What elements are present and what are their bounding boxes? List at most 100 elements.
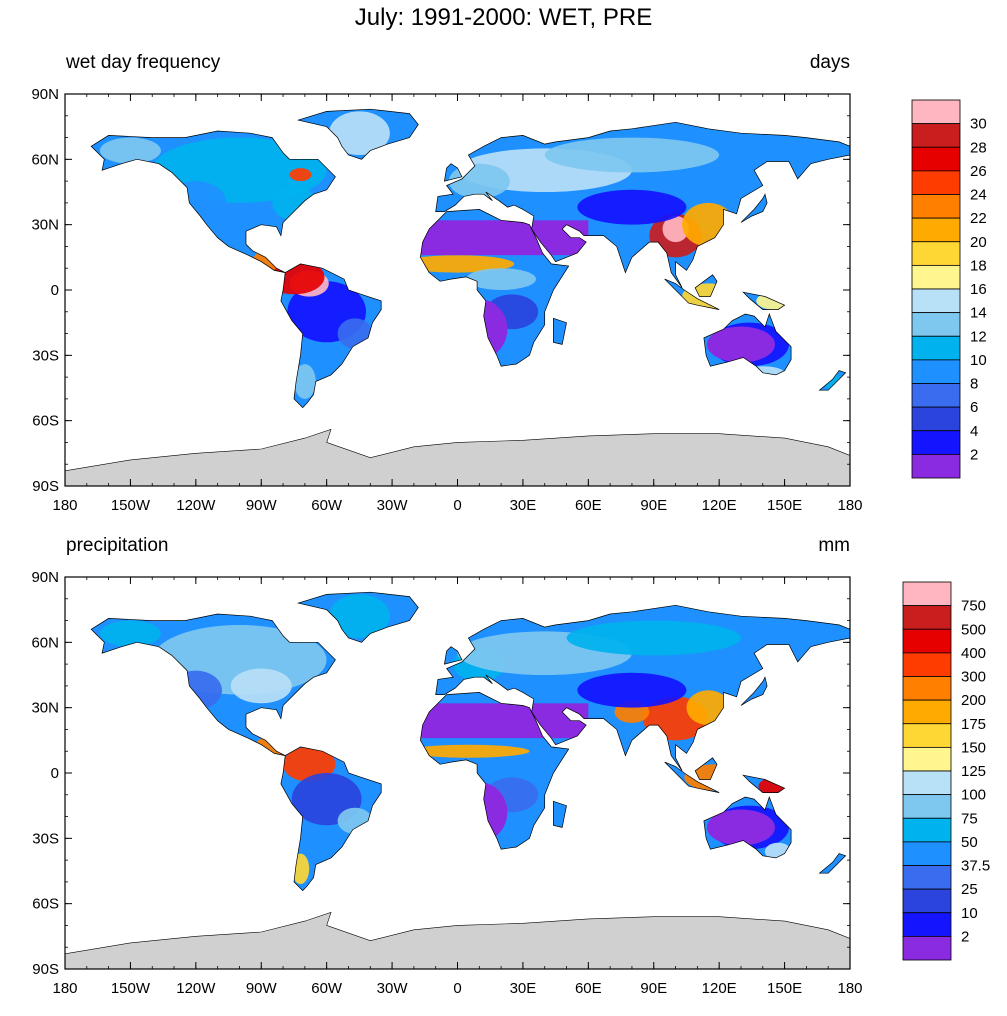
colorbar-swatch: [902, 605, 952, 630]
lon-label: 60W: [311, 497, 343, 514]
value-region: [99, 137, 161, 164]
coastline-japan: [740, 676, 768, 706]
colorbar-swatch: [911, 241, 961, 266]
colorbar-label: 4: [970, 423, 978, 440]
lat-label: 60S: [32, 896, 59, 913]
value-region: [230, 668, 292, 704]
colorbar-swatch: [902, 794, 952, 819]
colorbar-swatch: [911, 99, 961, 125]
colorbar-2: 750 500 400 300 200 175 150 125 100 75 50 37.5 25 10 2: [902, 581, 990, 961]
lon-label: 30W: [377, 980, 409, 997]
lat-label: 0: [51, 282, 59, 299]
colorbar-swatch: [911, 312, 961, 337]
coastline-africa: [420, 209, 570, 367]
colorbar-label: 14: [970, 305, 987, 322]
lon-label: 90E: [640, 497, 667, 514]
lon-label: 30E: [510, 980, 537, 997]
panel2-left-label: precipitation: [66, 535, 169, 556]
colorbar-swatch: [902, 841, 952, 866]
coastline-newGuinea: [742, 774, 786, 793]
colorbar-swatch: [911, 170, 961, 195]
lat-label: 30S: [32, 830, 59, 847]
colorbar-swatch: [911, 406, 961, 432]
value-region: [283, 746, 336, 782]
value-region: [577, 672, 687, 708]
lon-label: 30E: [510, 497, 537, 514]
colorbar-label: 26: [970, 163, 987, 180]
colorbar-swatch: [902, 888, 952, 914]
value-region: [400, 255, 515, 273]
value-region: [662, 215, 689, 243]
colorbar-label: 28: [970, 139, 987, 156]
colorbar-label: 37.5: [961, 858, 990, 875]
colorbar-label: 500: [961, 621, 986, 638]
colorbar-label: 18: [970, 257, 987, 274]
colorbar-label: 12: [970, 328, 987, 345]
figure-title: July: 1991-2000: WET, PRE: [354, 4, 653, 31]
lon-label: 150W: [111, 497, 151, 514]
colorbar-swatch: [911, 194, 961, 219]
colorbar-label: 400: [961, 645, 986, 662]
value-region: [566, 620, 741, 656]
lat-label: 0: [51, 765, 59, 782]
colorbar-swatch: [902, 746, 952, 772]
lon-label: 180: [837, 980, 862, 997]
lon-label: 120W: [176, 497, 216, 514]
value-region: [577, 189, 687, 225]
value-region: [289, 168, 312, 182]
coastline-australia: [703, 795, 792, 859]
lat-label: 30N: [31, 700, 59, 717]
colorbar-swatch: [902, 770, 952, 796]
colorbar-label: 750: [961, 598, 986, 615]
panel2-right-label: mm: [818, 535, 850, 556]
coastline-greenland: [296, 591, 419, 643]
colorbar-label: 2: [961, 928, 969, 945]
colorbar-label: 200: [961, 692, 986, 709]
lon-label: 120E: [702, 497, 737, 514]
colorbar-swatch: [902, 935, 952, 961]
lon-label: 180: [52, 497, 77, 514]
value-region: [294, 364, 316, 399]
colorbar-swatch: [911, 217, 961, 243]
value-region: [328, 594, 390, 638]
colorbar-label: 175: [961, 716, 986, 733]
colorbar-swatch: [902, 723, 952, 748]
colorbar-swatch: [902, 652, 952, 677]
lon-label: 90E: [640, 980, 667, 997]
dry-belt: [420, 703, 589, 739]
lat-label: 90N: [31, 86, 59, 103]
colorbar-swatch: [911, 359, 961, 384]
coastline-northAmerica: [90, 130, 336, 273]
colorbar-label: 75: [961, 810, 978, 827]
coastline-indonesia: [664, 761, 720, 793]
lon-label: 180: [52, 980, 77, 997]
lon-label: 150W: [111, 980, 151, 997]
colorbar-label: 100: [961, 787, 986, 804]
colorbar-swatch: [911, 430, 961, 455]
colorbar-swatch: [911, 288, 961, 314]
colorbar-label: 10: [961, 905, 978, 922]
antarctica: [65, 428, 850, 486]
coastline-southAmerica: [280, 263, 382, 409]
lon-label: 60E: [575, 497, 602, 514]
colorbar-label: 300: [961, 669, 986, 686]
colorbar-label: 10: [970, 352, 987, 369]
lon-label: 150E: [767, 980, 802, 997]
value-region: [407, 744, 530, 758]
coastline-uk: [443, 163, 463, 182]
value-region: [544, 137, 720, 173]
coastline-indonesia: [664, 278, 720, 310]
value-region: [328, 111, 390, 155]
lon-label: 90W: [246, 497, 278, 514]
colorbar-swatch: [902, 912, 952, 937]
lat-label: 60S: [32, 413, 59, 430]
colorbar-label: 6: [970, 399, 978, 416]
coastline-eurasia: [435, 121, 850, 289]
coastline-newZealand: [818, 370, 847, 391]
coastline-japan: [740, 193, 768, 223]
lat-label: 60N: [31, 151, 59, 168]
colorbar-label: 16: [970, 281, 987, 298]
coastline-uk: [443, 646, 463, 665]
colorbar-label: 50: [961, 834, 978, 851]
